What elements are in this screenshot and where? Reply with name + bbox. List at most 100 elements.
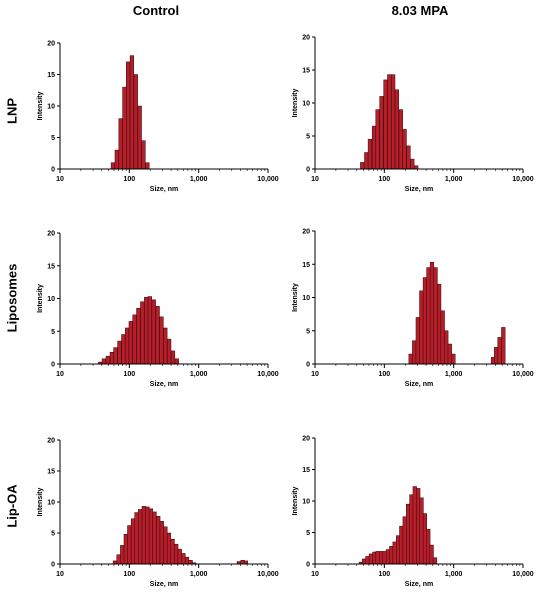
bar	[188, 560, 193, 565]
x-tick-label: 100	[123, 571, 135, 578]
bar	[398, 109, 403, 170]
x-tick-label: 10,000	[512, 371, 534, 378]
bar	[375, 551, 380, 565]
column-title-pressure: 8.03 MPA	[391, 3, 449, 18]
row-label-lip-oa: Lip-OA	[4, 484, 20, 528]
bar	[394, 89, 400, 170]
bar	[166, 532, 172, 565]
bar	[375, 109, 380, 170]
bar	[364, 152, 369, 170]
bar	[122, 86, 127, 170]
bar	[432, 557, 438, 565]
y-tick-label: 5	[51, 329, 55, 336]
x-tick-label: 100	[123, 176, 135, 183]
bar	[447, 343, 452, 365]
bars	[110, 55, 150, 170]
x-tick-label: 1,000	[190, 371, 208, 378]
x-tick-label: 100	[123, 371, 135, 378]
bar	[116, 554, 121, 565]
bars	[360, 74, 419, 170]
bar	[132, 314, 137, 365]
y-tick-label: 0	[306, 167, 310, 174]
bars	[408, 262, 506, 365]
y-tick-label: 15	[302, 467, 310, 474]
bar	[151, 299, 156, 365]
y-tick-label: 15	[302, 262, 310, 269]
row-label-lnp: LNP	[4, 98, 20, 124]
bar	[163, 526, 168, 565]
bar	[379, 551, 384, 565]
bar	[181, 553, 186, 565]
x-tick-label: 1,000	[445, 571, 463, 578]
y-tick-label: 20	[302, 436, 310, 443]
bars	[112, 506, 248, 565]
bar	[426, 529, 431, 565]
bar	[174, 358, 179, 365]
bar	[412, 340, 417, 365]
bar	[497, 337, 502, 365]
x-axis-title: Size, nm	[150, 581, 178, 588]
y-tick-label: 5	[306, 328, 310, 335]
bar	[408, 353, 413, 365]
bar	[128, 321, 133, 365]
y-tick-label: 20	[47, 438, 55, 445]
bar	[156, 516, 161, 565]
bar	[410, 158, 415, 170]
x-tick-label: 100	[378, 176, 390, 183]
y-tick-label: 0	[51, 167, 55, 174]
x-tick-label: 1,000	[445, 371, 463, 378]
bar	[392, 541, 397, 565]
bar	[126, 61, 131, 170]
y-tick-label: 0	[51, 562, 55, 569]
x-axis-title: Size, nm	[405, 381, 433, 388]
y-axis-title: Intensity	[37, 488, 44, 517]
x-tick-label: 100	[378, 571, 390, 578]
bar	[159, 520, 164, 565]
bar	[145, 506, 150, 565]
bar	[437, 283, 442, 365]
x-axis-title: Size, nm	[150, 381, 178, 388]
bar	[137, 105, 142, 170]
y-tick-label: 10	[302, 295, 310, 302]
chart-lip-oa-control: 0 5 10 15 20 10 100 1,000 10,000 Size, nm Intensit…	[37, 438, 279, 589]
bar	[402, 129, 407, 170]
bar	[419, 290, 424, 365]
x-tick-label: 10,000	[512, 571, 534, 578]
x-tick-label: 10	[311, 571, 319, 578]
x-tick-label: 10	[56, 571, 64, 578]
bar	[501, 327, 506, 365]
bar	[440, 310, 445, 365]
bar	[141, 506, 146, 565]
bar	[120, 545, 125, 565]
y-tick-label: 15	[47, 263, 55, 270]
row-label-liposomes: Liposomes	[4, 263, 20, 333]
bar	[177, 548, 182, 565]
bar	[147, 296, 152, 365]
bar	[163, 327, 168, 365]
y-tick-label: 10	[302, 499, 310, 506]
bar	[141, 140, 146, 170]
x-axis-title: Size, nm	[405, 581, 433, 588]
y-tick-label: 5	[306, 530, 310, 537]
y-tick-label: 5	[51, 135, 55, 142]
bar	[138, 509, 143, 565]
bar	[367, 139, 373, 170]
bar	[118, 118, 123, 170]
x-tick-label: 10,000	[257, 571, 279, 578]
bar	[184, 556, 190, 565]
chart-lnp-pressure: 0 5 10 15 20 10 100 1,000 10,000 Size, nm Intensit…	[292, 35, 534, 194]
x-tick-label: 100	[378, 371, 390, 378]
y-tick-label: 15	[47, 72, 55, 79]
bar	[125, 327, 130, 365]
y-tick-label: 20	[302, 229, 310, 236]
bar	[419, 497, 424, 565]
bar	[429, 262, 435, 365]
bar	[387, 74, 392, 170]
y-axis-title: Intensity	[37, 284, 44, 313]
x-tick-label: 1,000	[190, 176, 208, 183]
bar	[123, 533, 128, 565]
x-tick-label: 1,000	[190, 571, 208, 578]
bar	[426, 267, 431, 365]
bar	[109, 351, 114, 365]
